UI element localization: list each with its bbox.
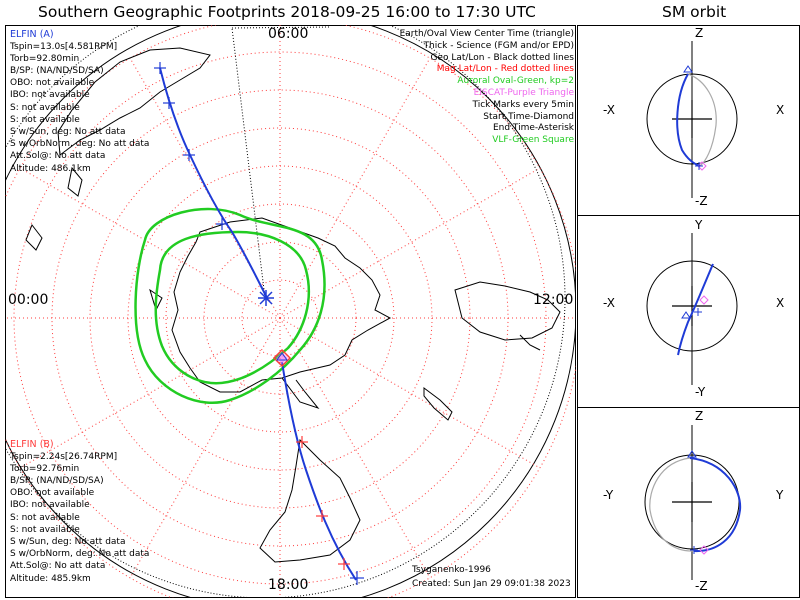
geo-grid [5, 25, 566, 598]
start-diamond [272, 348, 292, 368]
elfin-a-line: S: not available [10, 114, 80, 125]
elfin-a-line: Att.Sol@: No att data [10, 151, 106, 162]
elfin-b-line: OBO: not available [10, 488, 95, 499]
elfin-b-line: IBO: not available [10, 500, 90, 511]
elfin-a-line: S w/OrbNorm, deg: No att data [10, 139, 150, 150]
legend-line: Earth/Oval View Center Time (triangle) [399, 29, 574, 39]
orbit-panel-xz-frame [577, 25, 800, 216]
orbit1-top-label: Z [695, 26, 704, 40]
model-label: Tsyganenko-1996 [412, 565, 491, 575]
elfin-b-info: ELFIN (B) Tspin=2.24s[26.74RPM] Torb=92.… [10, 440, 149, 587]
elfin-b-line: Altitude: 485.9km [10, 573, 91, 584]
coastlines [25, 47, 561, 563]
tick-label-bottom: 18:00 [268, 577, 309, 593]
orbit1-bottom-label: -Z [695, 194, 708, 208]
elfin-a-name: ELFIN (A) [10, 29, 54, 40]
elfin-b-line: S w/OrbNorm, deg: No att data [10, 549, 150, 560]
elfin-b-line: S w/Sun, deg: No att data [10, 537, 126, 547]
elfin-a-track [159, 67, 269, 301]
orbit3-top-label: Z [695, 409, 704, 423]
elfin-a-line: OBO: not available [10, 78, 95, 89]
elfin-a-line: S: not available [10, 102, 80, 113]
orbit2-right-label: X [776, 296, 785, 310]
legend-line: Start Time-Diamond [483, 111, 574, 122]
created-label: Created: Sun Jan 29 09:01:38 2023 [412, 579, 571, 589]
elfin-b-line: Tspin=2.24s[26.74RPM] [10, 451, 118, 462]
elfin-b-line: Att.Sol@: No att data [10, 561, 106, 572]
orbit3-bottom-label: -Z [695, 579, 708, 593]
orbit1-right-label: X [776, 103, 785, 117]
elfin-a-line: S w/Sun, deg: No att data [10, 127, 126, 137]
legend-line: Tick Marks every 5min [472, 99, 574, 110]
elfin-b-line: Torb=92.76min [10, 463, 80, 474]
elfin-b-line: B/SP: (NA/ND/SD/SA) [10, 476, 104, 487]
auroral-oval [134, 207, 326, 405]
orbit3-right-label: Y [776, 488, 784, 502]
legend-line: End Time-Asterisk [492, 123, 574, 134]
view-center-asterisk [258, 290, 274, 306]
polar-map [5, 25, 576, 598]
elfin-a-line: Tspin=13.0s[4.581RPM] [10, 41, 118, 52]
orbit-title: SM orbit [662, 3, 727, 21]
orbit3-left-label: -Y [603, 488, 614, 502]
orbit2-left-label: -X [603, 296, 615, 310]
legend-line-eiscat: EISCAT-Purple Triangle [473, 87, 574, 98]
elfin-a-track-south [281, 361, 357, 581]
orbit-panel-xy-frame [577, 215, 800, 408]
legend-line-mag: Mag Lat/Lon - Red dotted lines [436, 64, 574, 75]
legend-line: Thick - Science (FGM and/or EPD) [423, 40, 574, 51]
tick-label-top: 06:00 [268, 26, 309, 42]
elfin-a-info: ELFIN (A) Tspin=13.0s[4.581RPM] Torb=92.… [10, 30, 149, 177]
elfin-b-name: ELFIN (B) [10, 439, 54, 450]
plot-title: Southern Geographic Footprints 2018-09-2… [38, 3, 536, 21]
elfin-a-line: IBO: not available [10, 90, 90, 101]
elfin-b-line: S: not available [10, 512, 80, 523]
elfin-b-tick-marks [296, 436, 350, 570]
legend-line: Geo Lat/Lon - Black dotted lines [430, 52, 574, 63]
legend-line-oval: Auroral Oval-Green, kp=2 [457, 76, 574, 87]
elfin-a-line: Torb=92.80min [10, 53, 80, 64]
legend-line-vlf: VLF-Green Square [492, 135, 574, 146]
orbit2-bottom-label: -Y [695, 385, 706, 399]
legend: Earth/Oval View Center Time (triangle) T… [400, 30, 574, 148]
orbit1-left-label: -X [603, 103, 615, 117]
elfin-a-line: Altitude: 486.1km [10, 163, 91, 174]
orbit2-top-label: Y [695, 218, 703, 232]
elfin-a-line: B/SP: (NA/ND/SD/SA) [10, 66, 104, 77]
tick-label-left: 00:00 [8, 292, 49, 308]
orbit-panel-yz-frame [577, 407, 800, 598]
elfin-a-tick-marks [154, 62, 228, 230]
elfin-a-end-cross [350, 571, 364, 585]
elfin-b-line: S: not available [10, 524, 80, 535]
tick-label-right: 12:00 [533, 292, 574, 308]
